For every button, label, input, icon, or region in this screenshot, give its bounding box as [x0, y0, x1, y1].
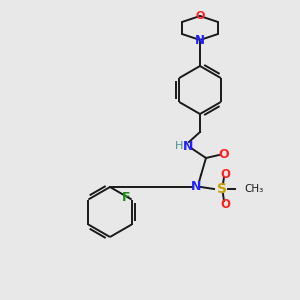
- Text: N: N: [195, 34, 205, 46]
- Text: S: S: [217, 182, 227, 196]
- Text: O: O: [195, 11, 205, 21]
- Text: N: N: [191, 181, 201, 194]
- Text: F: F: [122, 191, 130, 204]
- Text: CH₃: CH₃: [244, 184, 263, 194]
- Text: O: O: [220, 197, 230, 211]
- Text: O: O: [219, 148, 229, 160]
- Text: H: H: [175, 141, 183, 151]
- Text: O: O: [220, 167, 230, 181]
- Text: N: N: [183, 140, 193, 152]
